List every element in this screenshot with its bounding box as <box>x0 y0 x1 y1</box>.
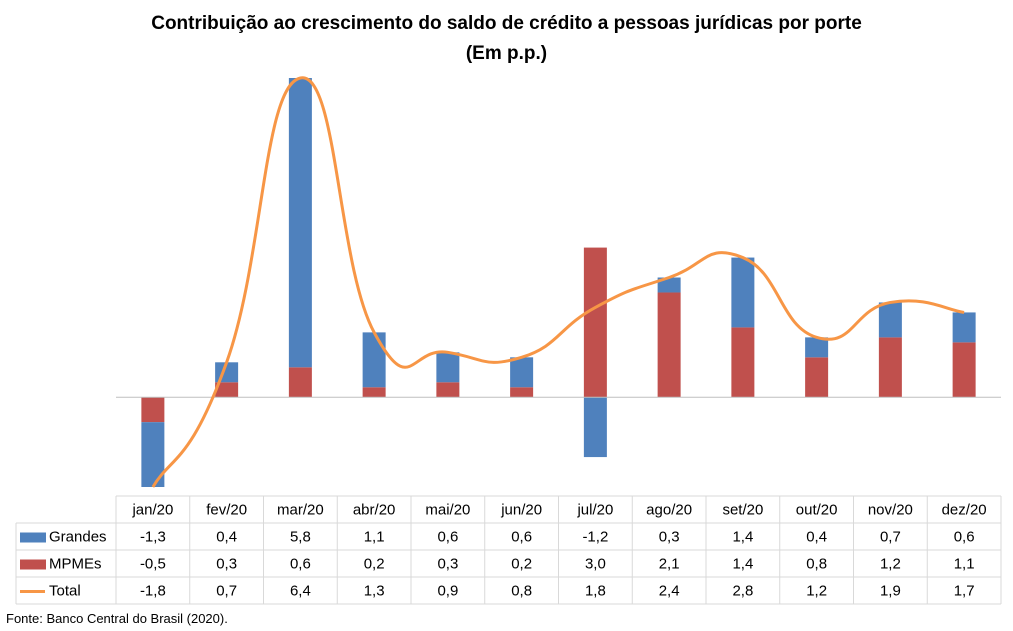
data-label-grandes: 0,7 <box>880 528 901 545</box>
bar-mpmes-1 <box>215 382 239 398</box>
bar-grandes-2 <box>288 78 312 368</box>
legend-key-mpmes <box>20 559 46 570</box>
data-label-total: 2,4 <box>659 582 680 599</box>
data-table-grid <box>15 495 1002 605</box>
legend-key-grandes <box>20 532 46 543</box>
x-tick-label: fev/20 <box>206 501 247 518</box>
bar-mpmes-2 <box>288 367 312 398</box>
data-label-mpmes: 0,2 <box>511 555 532 572</box>
bar-grandes-11 <box>952 312 976 343</box>
data-label-grandes: -1,3 <box>140 528 166 545</box>
bar-mpmes-8 <box>731 327 755 398</box>
data-label-total: 1,9 <box>880 582 901 599</box>
data-label-mpmes: -0,5 <box>140 555 166 572</box>
bar-grandes-4 <box>436 352 460 383</box>
data-label-grandes: 0,4 <box>806 528 827 545</box>
series-line-total <box>151 76 965 488</box>
bar-grandes-6 <box>583 397 607 458</box>
data-label-mpmes: 0,2 <box>364 555 385 572</box>
data-label-total: 1,2 <box>806 582 827 599</box>
legend-label-total: Total <box>49 582 81 599</box>
data-label-total: 1,8 <box>585 582 606 599</box>
data-label-total: 0,8 <box>511 582 532 599</box>
bar-grandes-0 <box>141 422 165 487</box>
data-label-mpmes: 1,4 <box>732 555 753 572</box>
data-label-mpmes: 0,8 <box>806 555 827 572</box>
chart-title: Contribuição ao crescimento do saldo de … <box>151 13 862 34</box>
bar-grandes-9 <box>805 337 829 358</box>
bar-grandes-3 <box>362 332 386 388</box>
bar-mpmes-4 <box>436 382 460 398</box>
data-label-grandes: -1,2 <box>582 528 608 545</box>
bar-grandes-10 <box>878 302 902 338</box>
data-label-total: 0,9 <box>437 582 458 599</box>
x-tick-label: mai/20 <box>425 501 470 518</box>
x-tick-label: mar/20 <box>277 501 324 518</box>
data-label-total: 1,3 <box>364 582 385 599</box>
bar-mpmes-9 <box>805 357 829 398</box>
bar-mpmes-0 <box>141 397 165 423</box>
bar-mpmes-6 <box>583 247 607 398</box>
data-label-mpmes: 1,1 <box>954 555 975 572</box>
data-label-grandes: 1,1 <box>364 528 385 545</box>
legend-label-mpmes: MPMEs <box>49 555 102 572</box>
bars-layer <box>141 78 976 487</box>
x-tick-label: jan/20 <box>131 501 173 518</box>
data-label-grandes: 0,4 <box>216 528 237 545</box>
data-label-mpmes: 3,0 <box>585 555 606 572</box>
x-tick-label: jul/20 <box>576 501 613 518</box>
bar-mpmes-10 <box>878 337 902 398</box>
chart-subtitle: (Em p.p.) <box>465 43 548 64</box>
data-label-total: 1,7 <box>954 582 975 599</box>
data-label-mpmes: 0,3 <box>437 555 458 572</box>
legend-label-grandes: Grandes <box>49 528 107 545</box>
data-label-grandes: 1,4 <box>732 528 753 545</box>
data-label-mpmes: 0,6 <box>290 555 311 572</box>
x-tick-label: abr/20 <box>353 501 396 518</box>
data-label-grandes: 0,6 <box>511 528 532 545</box>
data-label-grandes: 0,3 <box>659 528 680 545</box>
bar-mpmes-7 <box>657 292 681 398</box>
x-tick-label: dez/20 <box>942 501 987 518</box>
data-label-total: -1,8 <box>140 582 166 599</box>
data-label-total: 6,4 <box>290 582 311 599</box>
bar-grandes-7 <box>657 277 681 293</box>
x-tick-label: ago/20 <box>646 501 692 518</box>
data-table: jan/20 fev/20 mar/20 abr/20 mai/20 jun/20 jul/… <box>20 501 987 599</box>
data-label-mpmes: 1,2 <box>880 555 901 572</box>
bar-grandes-8 <box>731 257 755 328</box>
data-label-mpmes: 0,3 <box>216 555 237 572</box>
bar-grandes-5 <box>510 357 534 388</box>
x-tick-label: nov/20 <box>868 501 913 518</box>
bar-mpmes-3 <box>362 387 386 398</box>
source-note: Fonte: Banco Central do Brasil (2020). <box>6 611 228 626</box>
data-label-grandes: 0,6 <box>954 528 975 545</box>
x-tick-label: set/20 <box>722 501 763 518</box>
bar-mpmes-11 <box>952 342 976 398</box>
data-label-grandes: 0,6 <box>437 528 458 545</box>
data-label-total: 0,7 <box>216 582 237 599</box>
data-label-mpmes: 2,1 <box>659 555 680 572</box>
bar-mpmes-5 <box>510 387 534 398</box>
x-tick-label: jun/20 <box>500 501 542 518</box>
data-label-total: 2,8 <box>732 582 753 599</box>
x-tick-label: out/20 <box>796 501 838 518</box>
data-label-grandes: 5,8 <box>290 528 311 545</box>
